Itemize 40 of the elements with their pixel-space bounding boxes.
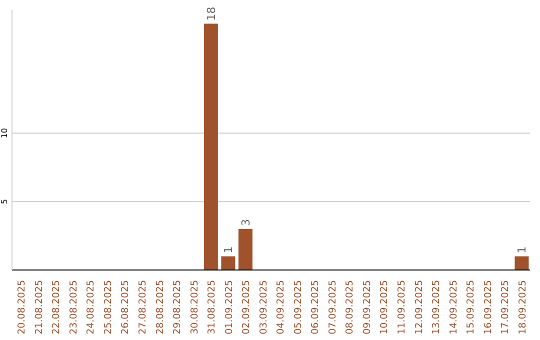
x-tick-label: 04.09.2025	[276, 280, 287, 334]
x-tick-label: 22.08.2025	[51, 280, 62, 334]
data-label: 18	[204, 6, 218, 21]
x-tick-label: 20.08.2025	[16, 280, 28, 334]
x-tick-label: 05.09.2025	[292, 280, 304, 334]
x-tick-label: 03.09.2025	[258, 280, 270, 334]
x-tick-label: 14.09.2025	[448, 280, 460, 334]
x-tick-label: 16.09.2025	[482, 280, 494, 334]
x-tick-label: 25.08.2025	[102, 280, 114, 334]
data-label: 1	[516, 246, 529, 254]
x-tick-label: 06.09.2025	[310, 280, 322, 334]
x-tick-label: 18.09.2025	[517, 280, 528, 334]
x-tick-label: 23.08.2025	[68, 280, 80, 334]
x-tick-label: 13.09.2025	[431, 280, 442, 334]
x-tick-label: 21.08.2025	[34, 280, 45, 334]
x-tick-label: 11.09.2025	[396, 280, 408, 334]
x-tick-label: 02.09.2025	[241, 280, 252, 334]
data-label: 3	[239, 218, 252, 226]
x-tick-label: 30.08.2025	[189, 280, 200, 334]
x-tick-label: 29.08.2025	[172, 280, 184, 334]
bar	[238, 228, 252, 270]
y-tick-label: 10	[0, 128, 9, 138]
bar	[221, 256, 236, 270]
x-tick-label: 15.09.2025	[466, 280, 477, 334]
x-tick-label: 27.08.2025	[138, 280, 148, 334]
data-label: 1	[222, 246, 236, 254]
x-tick-label: 26.08.2025	[120, 280, 132, 334]
x-tick-label: 07.09.2025	[327, 280, 338, 334]
y-tick-label: 5	[0, 199, 9, 204]
x-tick-label: 10.09.2025	[379, 280, 390, 334]
bar	[204, 24, 218, 270]
x-tick-label: 01.09.2025	[224, 280, 235, 334]
bar	[514, 256, 529, 270]
x-tick-label: 24.08.2025	[86, 280, 97, 334]
x-tick-label: 12.09.2025	[414, 280, 425, 334]
x-tick-label: 08.09.2025	[344, 280, 356, 334]
x-tick-label: 28.08.2025	[154, 280, 166, 334]
x-tick-label: 17.09.2025	[500, 280, 512, 334]
x-tick-label: 31.08.2025	[206, 280, 218, 334]
x-tick-label: 09.09.2025	[362, 280, 373, 334]
